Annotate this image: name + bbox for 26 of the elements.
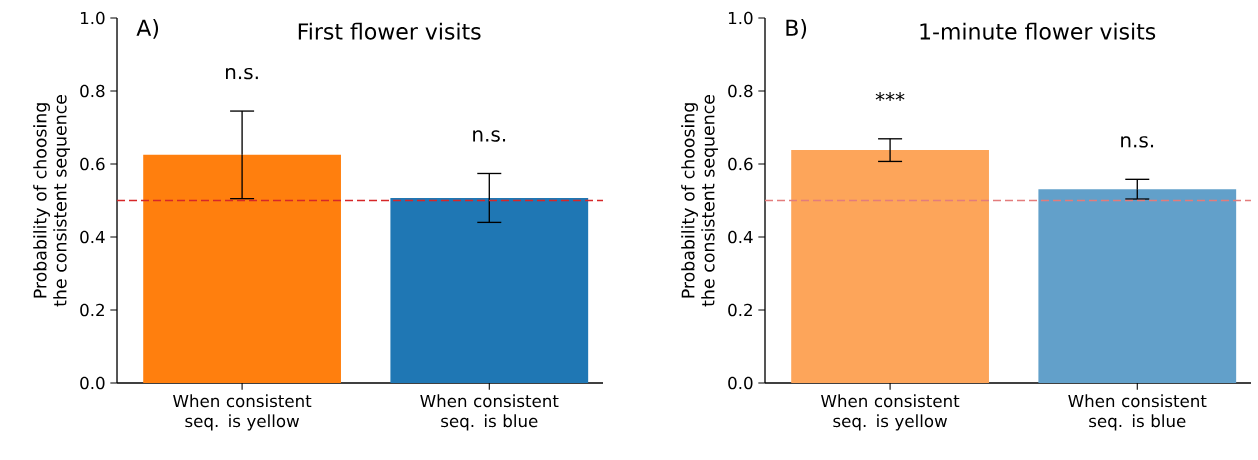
x-tick-label: When consistent seq. is yellow [173,394,312,431]
y-tick-label: 0.8 [80,84,105,98]
x-tick-label: When consistent seq. is yellow [821,394,960,431]
chart-title: First flower visits [298,22,481,40]
y-tick-label: 0.8 [728,84,753,98]
annotation: A) [136,19,159,39]
y-tick-label: 0.2 [728,303,752,317]
annotation: n.s. [473,130,506,142]
y-axis-title: Probability of choosing the consistent sequence [33,95,70,307]
y-tick-label: 1.0 [80,11,105,25]
annotation: n.s. [1121,136,1154,148]
chart-title: 1-minute flower visits [920,22,1156,40]
y-tick-label: 0.4 [80,230,105,244]
annotation: n.s. [226,67,258,80]
y-tick-label: 0.2 [80,303,104,317]
y-tick-label: 0.0 [80,376,105,390]
x-tick-label: When consistent seq. is blue [1068,394,1207,431]
y-tick-label: 0.6 [728,157,753,171]
y-tick-label: 0.4 [728,230,753,244]
y-tick-label: 0.6 [80,157,105,171]
y-tick-label: 1.0 [728,11,753,25]
annotation: B) [786,19,807,39]
x-tick-label: When consistent seq. is blue [420,394,559,431]
y-axis-title: Probability of choosing the consistent sequence [681,95,718,307]
y-tick-label: 0.0 [728,376,753,390]
annotation: *** [875,91,905,102]
